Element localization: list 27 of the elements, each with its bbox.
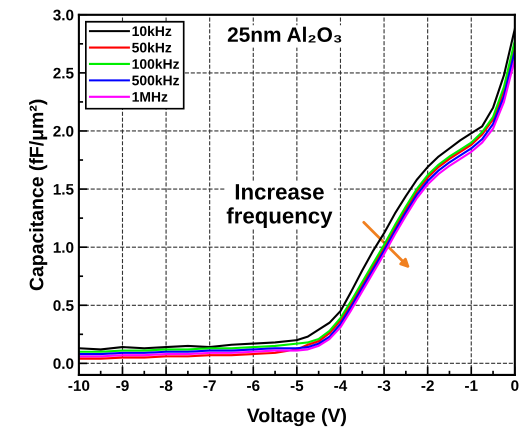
annotation: Increase frequency	[226, 184, 332, 228]
x-tick-label: -1	[465, 380, 478, 391]
x-tick-label: -6	[247, 380, 260, 392]
x-axis-title: Voltage (V)	[246, 408, 346, 426]
x-tick-label: -8	[160, 380, 172, 392]
y-axis-title: Capacitance (fF/μm²)	[29, 100, 48, 290]
legend-label: 500kHz	[132, 75, 180, 86]
legend-label: 1MHz	[132, 92, 168, 102]
legend-label: 100kHz	[132, 58, 180, 69]
y-tick-label: 2.5	[53, 68, 74, 79]
y-tick-label: 2.0	[53, 126, 74, 137]
x-tick-label: -3	[378, 380, 390, 392]
y-tick-label: 3.0	[53, 10, 74, 20]
y-tick-label: 1.0	[54, 242, 74, 253]
legend-label: 50kHz	[132, 42, 172, 53]
y-tick-label: 0.5	[53, 300, 74, 311]
chart-title: 25nm Al₂O₃	[228, 26, 342, 43]
y-tick-label: 0.0	[53, 358, 74, 370]
x-tick-label: -9	[116, 380, 129, 392]
x-tick-label: -10	[68, 380, 90, 392]
x-tick-label: -7	[203, 380, 216, 391]
y-tick-label: 1.5	[54, 184, 74, 195]
x-tick-label: 0	[511, 380, 518, 392]
x-tick-label: -5	[290, 380, 304, 392]
x-tick-label: -4	[334, 380, 348, 391]
legend-label: 10kHz	[132, 26, 172, 36]
x-tick-label: -2	[421, 380, 434, 391]
